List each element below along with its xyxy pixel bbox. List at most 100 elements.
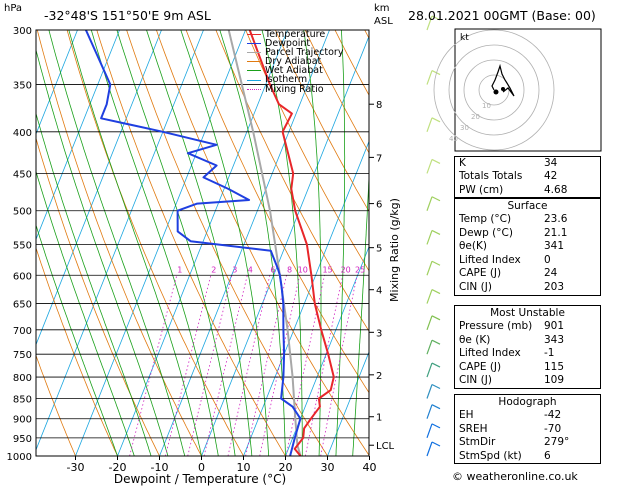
wind-barb	[426, 315, 433, 331]
mixing-ratio-label: 8	[287, 265, 292, 274]
legend-label: Temperature	[265, 29, 326, 40]
table-row: Dewp (°C) 21.1	[455, 227, 600, 241]
legend-label: Dewpoint	[265, 38, 311, 50]
dry-adiabat-line	[215, 30, 369, 332]
mixing-ratio-label: 4	[248, 265, 253, 274]
legend-item: Temperature	[247, 30, 343, 39]
row-value: 24	[544, 267, 558, 280]
wind-barb	[426, 441, 433, 457]
dry-adiabat-line	[96, 30, 286, 456]
table-row: Lifted Index -1	[455, 347, 600, 361]
background-lines	[36, 30, 629, 456]
altitude-tick-label: 4	[376, 286, 382, 297]
mixing-ratio-line	[129, 275, 178, 456]
legend-item: Dry Adiabat	[247, 57, 343, 67]
row-label: K	[459, 157, 466, 169]
row-value: -70	[544, 422, 562, 435]
wind-barbs	[426, 15, 441, 457]
row-value: 4.68	[544, 183, 568, 196]
datetime-title: 28.01.2021 00GMT (Base: 00)	[408, 8, 596, 23]
mixing-ratio-line	[165, 275, 212, 456]
wind-barb	[426, 404, 433, 419]
mixing-ratio-label: 2	[211, 265, 216, 274]
legend-label: Isotherm	[265, 74, 308, 86]
mixing-ratio-label: 1	[177, 265, 182, 274]
dry-adiabat-line	[245, 30, 369, 272]
wind-barb-flag	[431, 196, 441, 202]
mixing-ratio-axis-label: Mixing Ratio (g/kg)	[388, 198, 401, 302]
legend-swatch	[247, 34, 261, 36]
legend-label: Wet Adiabat	[265, 65, 323, 77]
isotherm-line	[75, 30, 246, 456]
asl-label: ASL	[374, 16, 393, 27]
row-value: 341	[544, 240, 565, 253]
legend-item: Parcel Trajectory	[247, 48, 343, 57]
wind-barb-flag	[431, 70, 441, 76]
copyright: © weatheronline.co.uk	[452, 470, 578, 483]
wind-barb-flag	[431, 289, 441, 295]
wind-barb-flag	[431, 117, 441, 123]
row-label: StmSpd (kt)	[459, 449, 522, 462]
profiles	[84, 30, 335, 456]
altitude-tick-label: 1	[376, 413, 382, 424]
pressure-tick-label: 500	[13, 207, 32, 218]
surface-section: Surface Temp (°C) 23.6 Dewp (°C) 21.1 θe(K) 3…	[454, 198, 601, 296]
legend-swatch	[247, 88, 261, 90]
mixing-ratio-label: 15	[322, 265, 332, 274]
dry-adiabat-line	[156, 30, 369, 456]
mixing-ratio-labels: 1 2 3 4 6 8 10 15 20 25	[177, 265, 365, 274]
altitude-tick-label: 2	[376, 371, 382, 382]
storm-motion-marker	[493, 89, 499, 95]
pressure-tick-label: 900	[13, 415, 32, 426]
wind-barb-flag	[431, 441, 441, 447]
wind-barb	[426, 261, 433, 276]
row-label: PW (cm)	[459, 183, 504, 196]
row-value: 23.6	[544, 213, 568, 225]
wind-barb-flag	[431, 260, 441, 266]
wet-adiabat-line	[36, 48, 169, 456]
table-row: CAPE (J) 24	[455, 267, 600, 281]
row-label: CAPE (J)	[459, 360, 502, 373]
dry-adiabat-line	[603, 30, 629, 456]
table-row: θe(K) 341	[455, 240, 600, 254]
temperature-tick-label: 0	[198, 461, 205, 474]
table-row: θe (K) 343	[455, 334, 600, 348]
legend-item: Dewpoint	[247, 39, 343, 48]
wind-barb	[426, 384, 433, 399]
pressure-tick-label: 850	[13, 394, 32, 405]
wind-barb-flag	[431, 315, 441, 321]
hodograph-ring	[463, 59, 525, 121]
row-label: Lifted Index	[459, 347, 521, 360]
altitude-tick-label: 8	[376, 100, 382, 111]
altitude-tick-label: 6	[376, 200, 382, 211]
legend-swatch	[247, 79, 261, 81]
row-value: 21.1	[544, 226, 568, 239]
mixing-ratio-line	[245, 275, 287, 456]
row-value: 279°	[544, 436, 570, 449]
row-label: Totals Totals	[459, 170, 523, 183]
table-row: Temp (°C) 23.6	[455, 213, 600, 227]
wind-barb-flag	[431, 229, 441, 236]
pressure-tick-label: 550	[13, 240, 32, 251]
row-value: 901	[544, 320, 565, 332]
isotherm-line	[285, 245, 369, 456]
table-row: CIN (J) 109	[455, 374, 600, 388]
most-unstable-section: Most Unstable Pressure (mb) 901 θe (K) 343 L…	[454, 305, 601, 389]
pressure-tick-label: 950	[13, 434, 32, 445]
row-value: 343	[544, 333, 565, 346]
table-row: StmDir 279°	[455, 436, 600, 450]
table-row: EH -42	[455, 409, 600, 423]
table-row: Totals Totals 42	[455, 170, 600, 183]
isotherm-line	[36, 30, 204, 451]
row-value: -1	[544, 347, 555, 360]
temperature-tick-label: -20	[109, 461, 127, 474]
pressure-tick-label: 750	[13, 350, 32, 361]
hodograph-ring-label: 40	[449, 135, 458, 143]
legend-item: Wet Adiabat	[247, 65, 343, 77]
parcel-trajectory-line	[227, 30, 302, 456]
wind-barb-flag	[431, 15, 441, 21]
pressure-tick-label: 600	[13, 271, 32, 282]
legend-label: Mixing Ratio	[265, 83, 324, 95]
